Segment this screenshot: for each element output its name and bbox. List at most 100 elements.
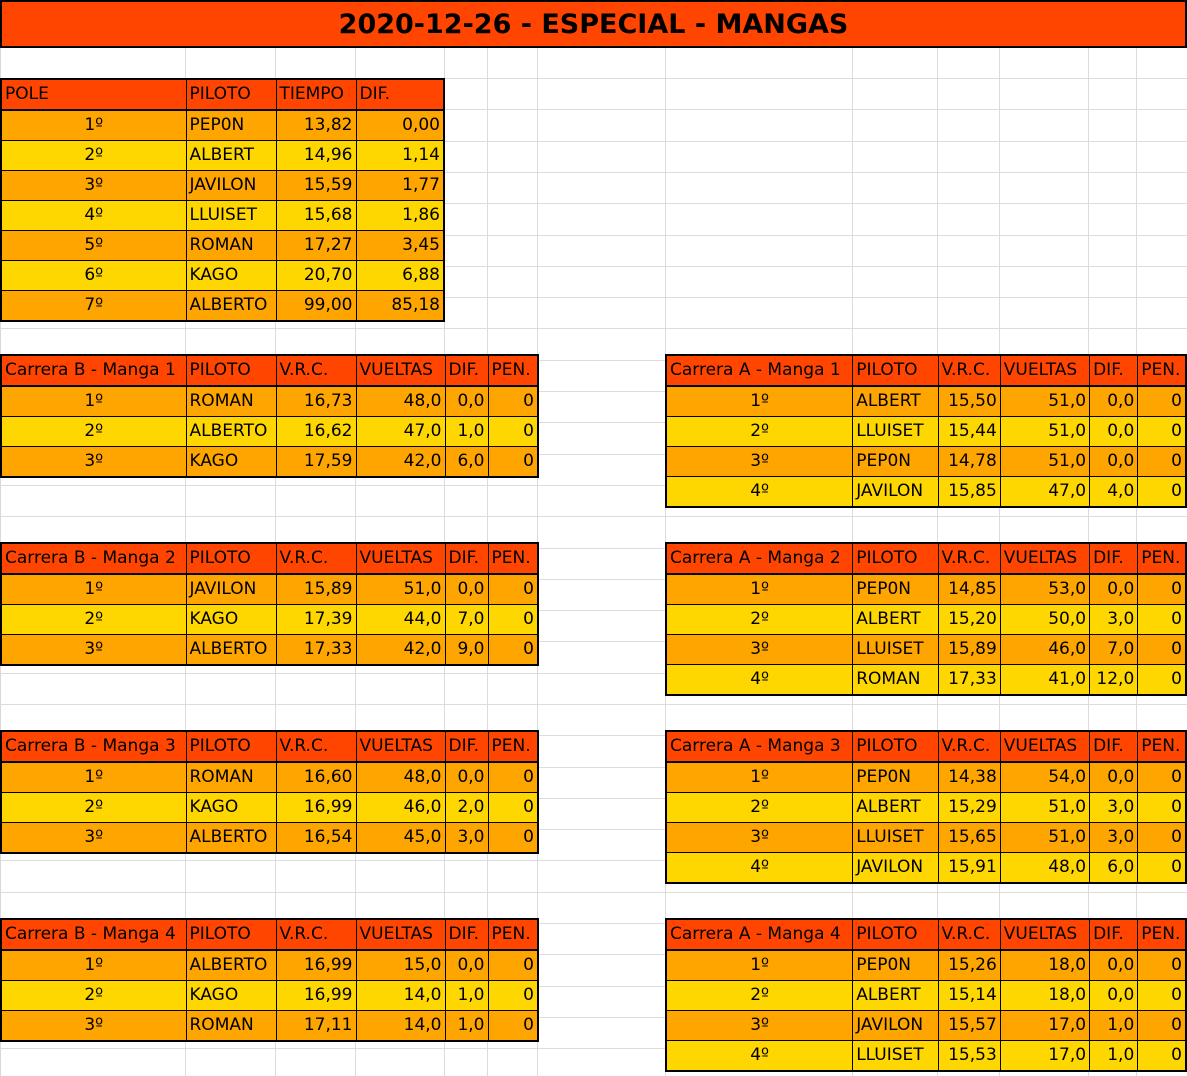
pole-table: POLE PILOTO TIEMPO DIF. 1º PEP0N 13,82 0,00 2º AL…	[0, 78, 445, 322]
table-cell: 1,14	[355, 140, 445, 171]
table-cell: JAVILON	[852, 1010, 939, 1041]
table-cell: 2º	[665, 980, 854, 1011]
column-header: PILOTO	[852, 354, 939, 387]
table-cell: 17,0	[999, 1010, 1091, 1041]
table-row: 6º KAGO 20,70 6,88	[0, 260, 445, 291]
table-cell: 3º	[665, 1010, 854, 1041]
heat-header-row: Carrera B - Manga 3 PILOTO V.R.C. VUELTAS DI…	[0, 730, 539, 763]
table-cell: 0	[1137, 604, 1187, 635]
table-cell: 14,96	[275, 140, 357, 171]
table-cell: 15,26	[937, 949, 1001, 981]
heat-header-row: Carrera B - Manga 2 PILOTO V.R.C. VUELTAS DI…	[0, 542, 539, 575]
column-header: PEN.	[487, 542, 539, 575]
table-cell: 1º	[0, 109, 187, 141]
table-cell: 51,0	[999, 792, 1091, 823]
table-cell: 2º	[665, 604, 854, 635]
column-header: PILOTO	[185, 78, 277, 111]
table-row: 1º PEP0N 14,38 54,0 0,0 0	[665, 761, 1187, 793]
table-cell: 0,0	[1089, 385, 1139, 417]
table-cell: 0	[487, 573, 539, 605]
column-header: DIF.	[355, 78, 445, 111]
table-cell: 51,0	[999, 822, 1091, 853]
table-cell: 1º	[665, 949, 854, 981]
table-cell: 7º	[0, 290, 187, 322]
table-cell: 3,0	[444, 822, 489, 854]
table-row: 2º ALBERT 15,14 18,0 0,0 0	[665, 980, 1187, 1011]
table-cell: 48,0	[355, 385, 446, 417]
table-cell: 17,39	[275, 604, 357, 635]
table-cell: 0	[1137, 476, 1187, 508]
table-cell: 51,0	[999, 385, 1091, 417]
table-cell: 13,82	[275, 109, 357, 141]
table-cell: ROMAN	[185, 385, 277, 417]
column-header: VUELTAS	[999, 542, 1091, 575]
table-row: 2º ALBERT 15,20 50,0 3,0 0	[665, 604, 1187, 635]
column-header: VUELTAS	[355, 542, 446, 575]
table-row: 3º ALBERTO 17,33 42,0 9,0 0	[0, 634, 539, 666]
column-header: PEN.	[487, 730, 539, 763]
table-cell: KAGO	[185, 792, 277, 823]
pole-header-row: POLE PILOTO TIEMPO DIF.	[0, 78, 445, 111]
table-cell: 0	[1137, 573, 1187, 605]
table-cell: 53,0	[999, 573, 1091, 605]
table-cell: JAVILON	[185, 170, 277, 201]
table-row: 3º ROMAN 17,11 14,0 1,0 0	[0, 1010, 539, 1042]
table-row: 1º JAVILON 15,89 51,0 0,0 0	[0, 573, 539, 605]
column-header: V.R.C.	[275, 730, 357, 763]
table-cell: 0,0	[1089, 573, 1139, 605]
table-cell: 16,73	[275, 385, 357, 417]
table-cell: 0	[1137, 1010, 1187, 1041]
table-cell: 42,0	[355, 634, 446, 666]
table-cell: 3,0	[1089, 792, 1139, 823]
column-header: DIF.	[1089, 730, 1139, 763]
column-header: V.R.C.	[275, 918, 357, 951]
table-cell: 2º	[665, 792, 854, 823]
table-cell: 4º	[665, 1040, 854, 1072]
table-cell: 15,57	[937, 1010, 1001, 1041]
table-row: 2º KAGO 16,99 46,0 2,0 0	[0, 792, 539, 823]
table-cell: 15,89	[275, 573, 357, 605]
column-header: PILOTO	[185, 918, 277, 951]
table-cell: 7,0	[1089, 634, 1139, 665]
table-row: 4º JAVILON 15,91 48,0 6,0 0	[665, 852, 1187, 884]
table-cell: 0,0	[444, 761, 489, 793]
column-header: VUELTAS	[999, 918, 1091, 951]
table-cell: 0	[1137, 949, 1187, 981]
table-cell: 15,14	[937, 980, 1001, 1011]
table-cell: 0,00	[355, 109, 445, 141]
table-cell: 14,0	[355, 980, 446, 1011]
table-row: 2º ALBERTO 16,62 47,0 1,0 0	[0, 416, 539, 447]
table-cell: 3º	[0, 446, 187, 478]
column-header: V.R.C.	[937, 542, 1001, 575]
table-cell: ALBERTO	[185, 416, 277, 447]
table-cell: LLUISET	[185, 200, 277, 231]
table-row: 4º ROMAN 17,33 41,0 12,0 0	[665, 664, 1187, 696]
column-header: VUELTAS	[355, 918, 446, 951]
table-row: 3º LLUISET 15,65 51,0 3,0 0	[665, 822, 1187, 853]
table-cell: 0	[1137, 634, 1187, 665]
table-cell: PEP0N	[852, 761, 939, 793]
table-cell: 15,44	[937, 416, 1001, 447]
column-header: DIF.	[1089, 354, 1139, 387]
table-cell: ROMAN	[185, 761, 277, 793]
table-cell: ROMAN	[185, 1010, 277, 1042]
column-header: PILOTO	[852, 542, 939, 575]
table-cell: 0	[487, 604, 539, 635]
table-cell: 48,0	[355, 761, 446, 793]
table-cell: 3,45	[355, 230, 445, 261]
table-cell: ROMAN	[852, 664, 939, 696]
table-cell: 85,18	[355, 290, 445, 322]
table-cell: 20,70	[275, 260, 357, 291]
heat-header-row: Carrera A - Manga 2 PILOTO V.R.C. VUELTAS DI…	[665, 542, 1187, 575]
table-cell: 15,68	[275, 200, 357, 231]
table-cell: 44,0	[355, 604, 446, 635]
table-cell: 17,0	[999, 1040, 1091, 1072]
table-row: 7º ALBERTO 99,00 85,18	[0, 290, 445, 322]
table-cell: 0	[1137, 980, 1187, 1011]
table-cell: 54,0	[999, 761, 1091, 793]
table-cell: 0	[487, 822, 539, 854]
table-cell: 3º	[0, 1010, 187, 1042]
column-header: PEN.	[487, 918, 539, 951]
table-cell: 3º	[0, 822, 187, 854]
column-header: VUELTAS	[999, 354, 1091, 387]
